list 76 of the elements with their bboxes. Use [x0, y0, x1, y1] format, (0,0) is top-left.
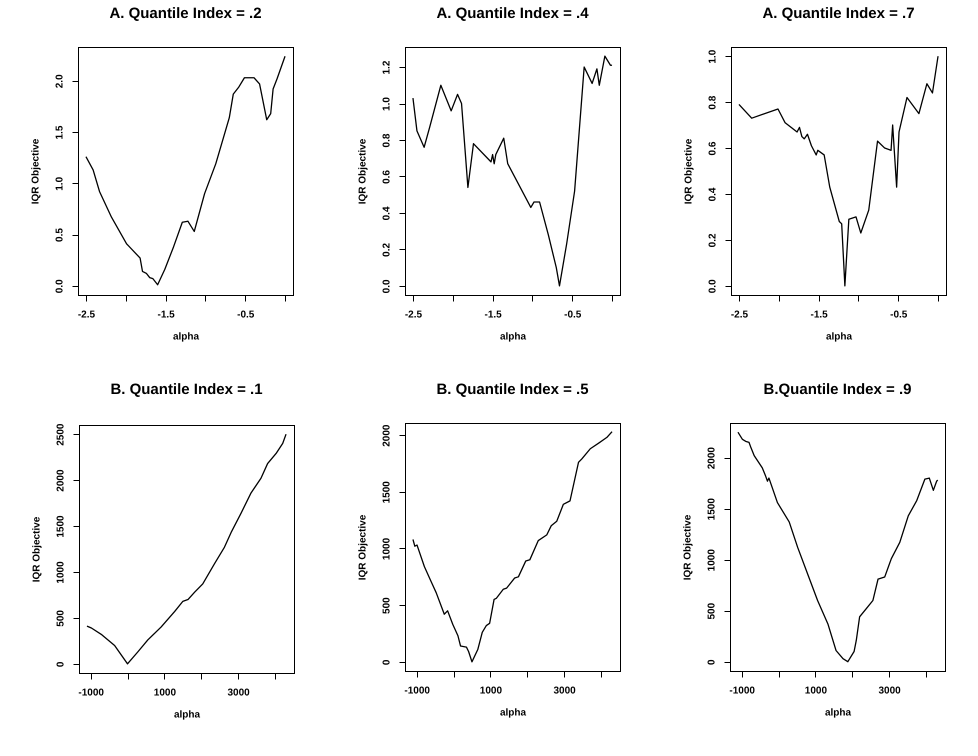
- y-tick-label: 0.6: [708, 141, 718, 156]
- y-tick-label: 1.0: [54, 176, 66, 191]
- x-tick-label: -0.5: [890, 310, 908, 320]
- y-tick-label: 0.4: [708, 187, 718, 202]
- y-tick-label: 1000: [56, 560, 66, 584]
- y-tick-label: 1.2: [382, 60, 392, 75]
- y-tick-label: 1.0: [708, 49, 718, 64]
- x-axis-title: alpha: [824, 708, 852, 718]
- y-axis-title: IQR Objective: [358, 138, 368, 204]
- x-axis-title: alpha: [826, 332, 852, 342]
- x-tick-label: 3000: [878, 686, 902, 696]
- x-tick-label: -2.5: [404, 310, 423, 320]
- x-tick-label: -1000: [729, 686, 756, 696]
- y-tick-label: 0: [382, 659, 392, 666]
- x-axis-title: alpha: [500, 332, 526, 342]
- x-tick-label: -2.5: [78, 310, 96, 320]
- x-tick-label: -0.5: [564, 310, 582, 320]
- x-axis-title: alpha: [500, 708, 526, 718]
- x-tick-label: -1.5: [484, 310, 502, 320]
- y-tick-label: 500: [56, 610, 66, 627]
- y-axis-title: IQR Objective: [358, 514, 368, 580]
- y-tick-label: 0.0: [708, 278, 718, 294]
- chart-title: B. Quantile Index = .5: [436, 381, 589, 398]
- y-tick-label: 1.5: [54, 125, 66, 140]
- y-tick-label: 500: [382, 596, 392, 614]
- y-tick-label: 1000: [382, 537, 392, 560]
- line-series: [738, 56, 939, 286]
- y-tick-label: 2500: [56, 423, 66, 446]
- y-tick-label: 0.2: [708, 233, 718, 248]
- y-axis-title: IQR Objective: [682, 514, 694, 580]
- chart-title: A. Quantile Index = .2: [109, 5, 262, 22]
- y-axis-title: IQR Objective: [684, 138, 694, 204]
- x-tick-label: -2.5: [730, 310, 749, 320]
- line-series: [412, 431, 613, 662]
- y-tick-label: 0: [56, 661, 66, 668]
- y-tick-label: 1500: [56, 514, 66, 538]
- y-tick-label: 0.8: [708, 95, 718, 110]
- y-tick-label: 0.4: [382, 206, 392, 220]
- x-tick-label: 3000: [227, 688, 250, 698]
- x-tick-label: -1000: [404, 686, 430, 696]
- y-tick-label: 2.0: [54, 74, 66, 88]
- x-tick-label: -1000: [78, 688, 104, 698]
- line-series: [86, 434, 287, 664]
- y-tick-label: 2000: [382, 424, 392, 447]
- y-tick-label: 0.6: [382, 170, 392, 184]
- x-axis-title: alpha: [174, 710, 200, 720]
- line-series: [85, 56, 286, 286]
- y-tick-label: 1500: [382, 480, 392, 504]
- y-tick-label: 0.5: [54, 228, 66, 242]
- y-tick-label: 1000: [706, 548, 718, 572]
- chart-title: A. Quantile Index = .4: [436, 5, 590, 22]
- x-tick-label: -1.5: [157, 310, 176, 320]
- y-tick-label: 2000: [706, 446, 718, 470]
- line-series: [412, 55, 613, 287]
- y-tick-label: 0.2: [382, 242, 392, 257]
- y-tick-label: 1500: [706, 498, 718, 520]
- y-tick-label: 2000: [56, 469, 66, 492]
- y-tick-label: 500: [706, 602, 718, 620]
- x-tick-label: -0.5: [237, 310, 255, 320]
- y-tick-label: 0.0: [382, 278, 392, 294]
- x-tick-label: 1000: [480, 686, 502, 696]
- x-tick-label: -1.5: [810, 310, 828, 320]
- y-axis-title: IQR Objective: [30, 138, 42, 204]
- chart-title: B. Quantile Index = .1: [110, 381, 263, 398]
- y-tick-label: 1.0: [382, 96, 392, 111]
- y-tick-label: 0: [706, 659, 718, 665]
- x-axis-title: alpha: [172, 332, 200, 342]
- chart-title: B.Quantile Index = .9: [764, 381, 912, 398]
- x-tick-label: 1000: [804, 686, 828, 696]
- line-series: [737, 432, 938, 662]
- x-tick-label: 1000: [154, 688, 176, 698]
- y-axis-title: IQR Objective: [32, 516, 42, 582]
- x-tick-label: 3000: [553, 686, 576, 696]
- chart-title: A. Quantile Index = .7: [762, 5, 915, 22]
- y-tick-label: 0.0: [54, 278, 66, 294]
- y-tick-label: 0.8: [382, 133, 392, 148]
